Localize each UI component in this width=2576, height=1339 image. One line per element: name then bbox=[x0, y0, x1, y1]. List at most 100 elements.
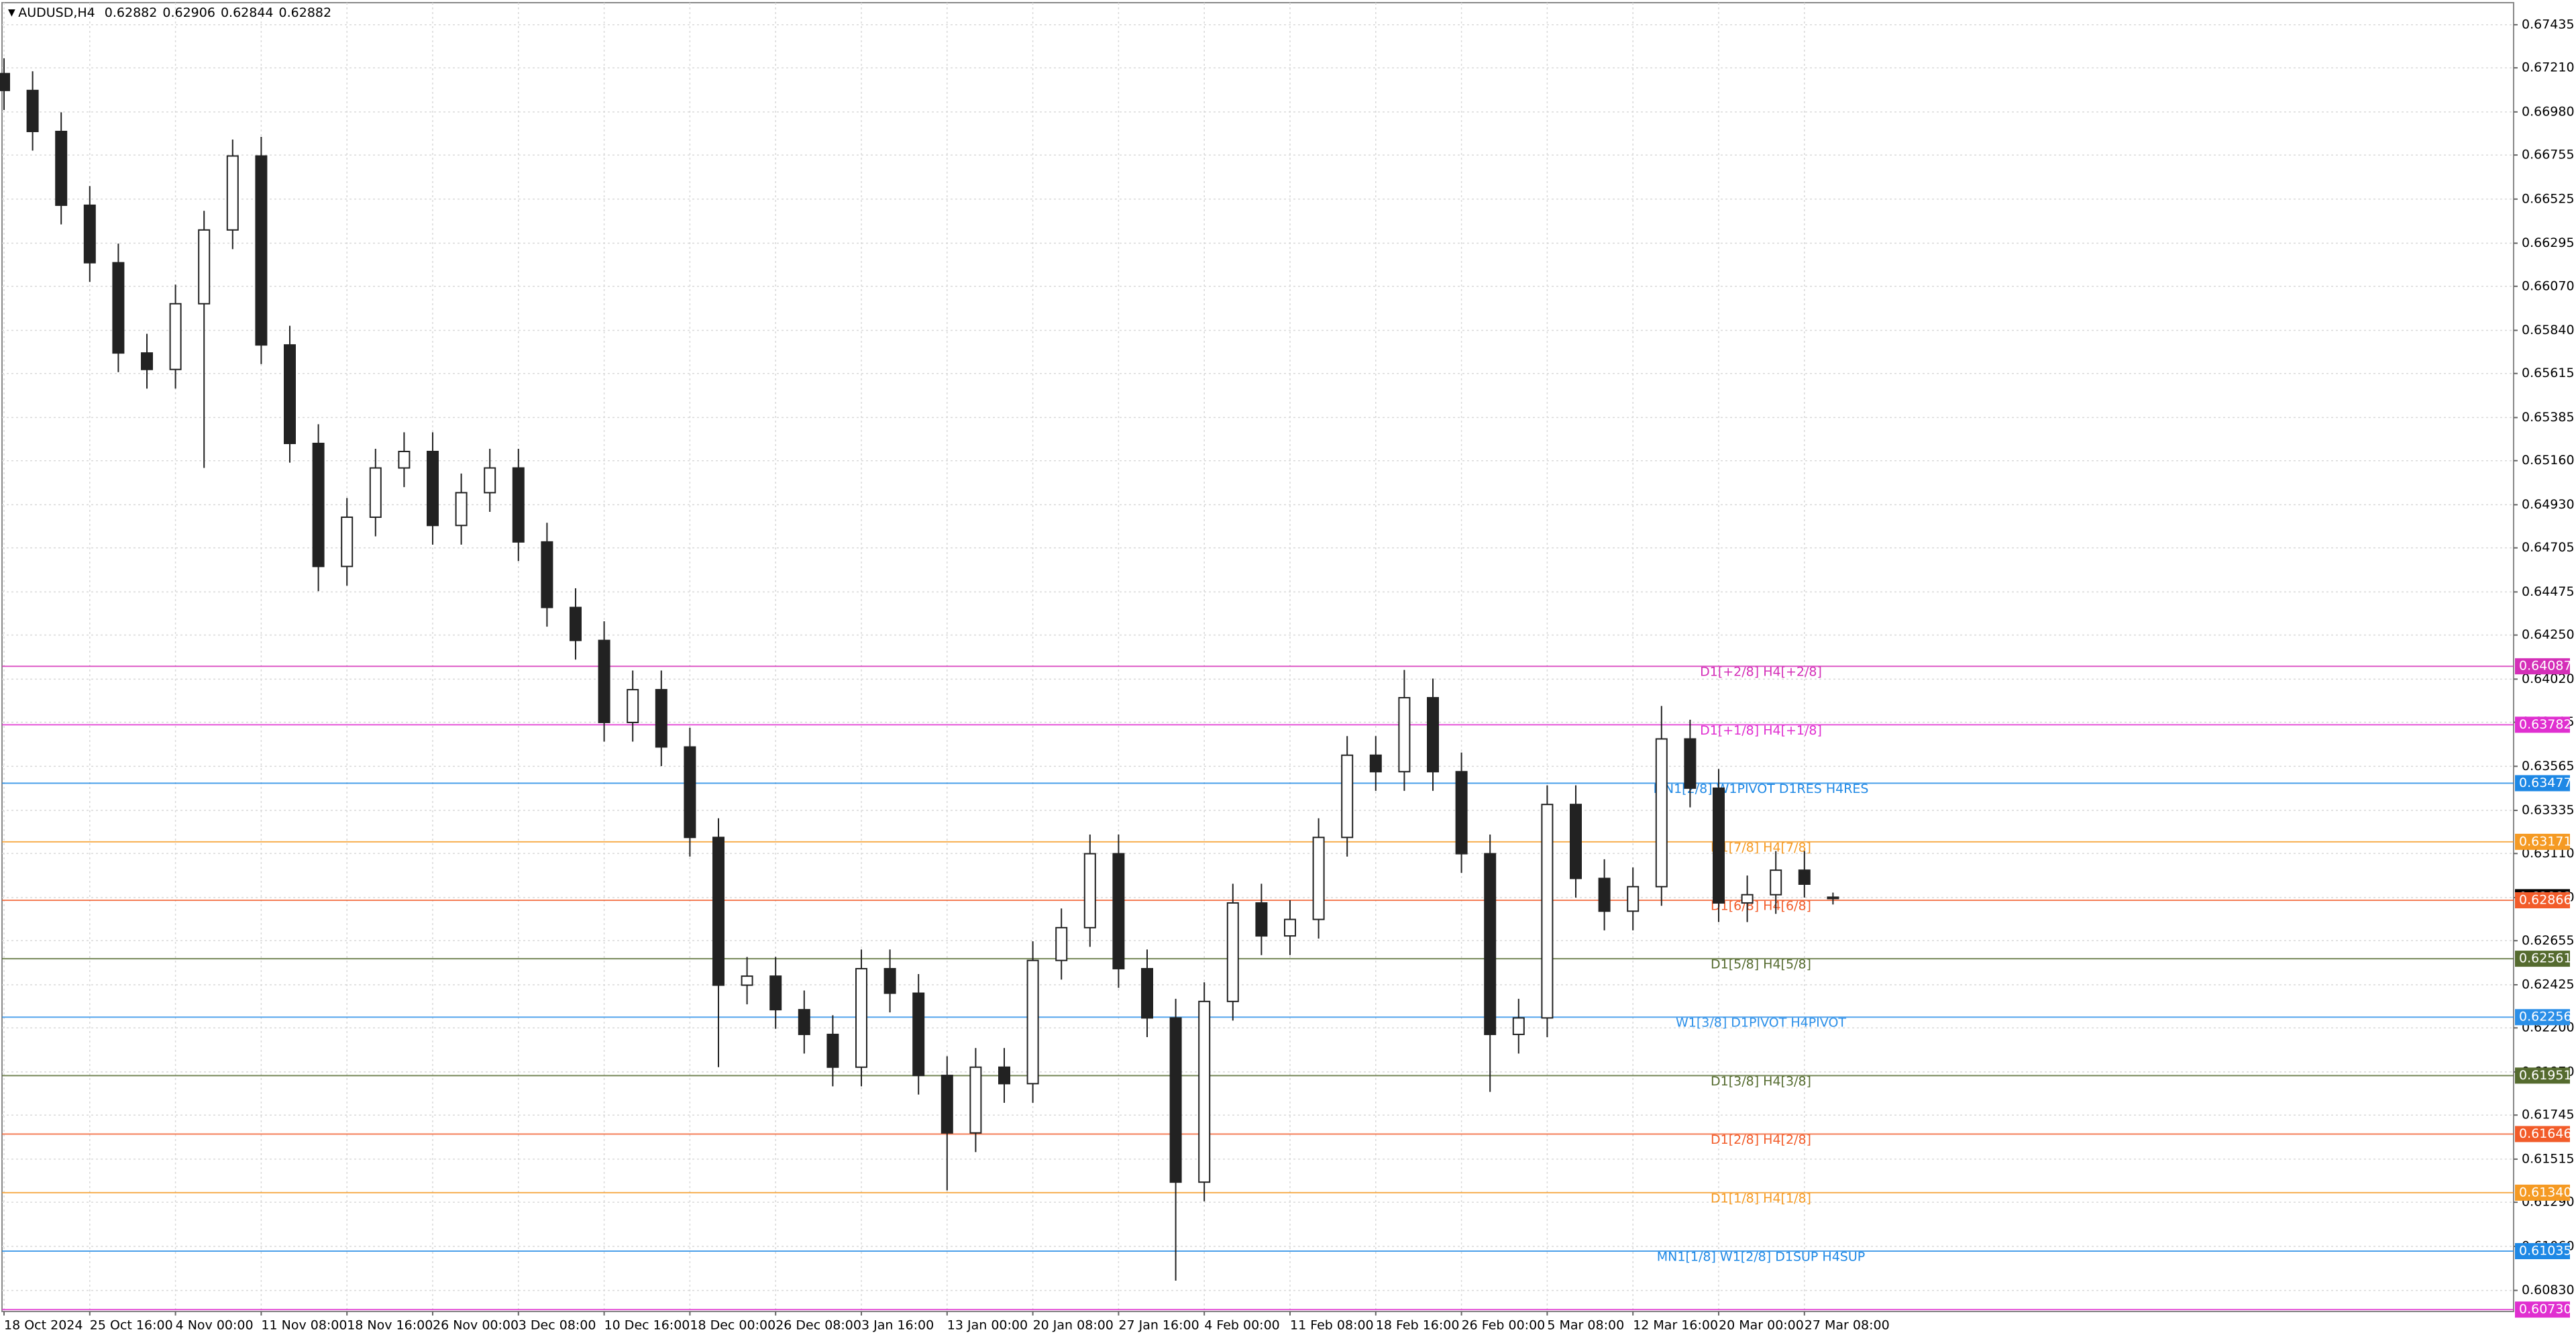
level-label: D1[2/8] H4[2/8] bbox=[1711, 1132, 1811, 1147]
x-tick-label: 4 Feb 00:00 bbox=[1204, 1318, 1280, 1333]
x-tick-label: 4 Nov 00:00 bbox=[176, 1318, 254, 1333]
candle-body bbox=[1741, 894, 1754, 904]
x-tick-label: 13 Jan 00:00 bbox=[947, 1318, 1028, 1333]
y-tick-label: 0.60830 bbox=[2522, 1283, 2575, 1297]
candle-body bbox=[598, 639, 610, 723]
y-tick-label: 0.65840 bbox=[2522, 323, 2575, 337]
level-label: D1[+1/8] H4[+1/8] bbox=[1700, 723, 1822, 738]
candle-body bbox=[1169, 1017, 1182, 1183]
candle-body bbox=[741, 975, 753, 986]
candle-body bbox=[255, 155, 268, 346]
y-tick-label: 0.63565 bbox=[2522, 759, 2575, 773]
level-price-label: 0.61340 bbox=[2519, 1185, 2572, 1199]
candle-body bbox=[455, 492, 468, 527]
candle-body bbox=[1198, 1000, 1211, 1183]
candle-body bbox=[0, 72, 10, 91]
level-label: D1[1/8] H4[1/8] bbox=[1711, 1191, 1811, 1206]
level-label: D1[6/8] H4[6/8] bbox=[1711, 898, 1811, 913]
candle-body bbox=[1141, 967, 1153, 1019]
y-tick-label: 0.64930 bbox=[2522, 497, 2575, 512]
x-tick-label: 11 Feb 08:00 bbox=[1290, 1318, 1374, 1333]
levels: D1[+2/8] H4[+2/8] D1[+1/8] H4[+1/8] MN1[2/… bbox=[2, 665, 2514, 1311]
plot-frame bbox=[1, 2, 2514, 1312]
x-tick-label: 18 Oct 2024 bbox=[4, 1318, 83, 1333]
candle-body bbox=[1798, 869, 1811, 885]
level-price-label: 0.64087 bbox=[2519, 659, 2572, 674]
candle-body bbox=[55, 130, 68, 206]
candle-body bbox=[169, 303, 182, 370]
level-price-tag bbox=[2515, 892, 2570, 908]
x-tick-label: 20 Jan 08:00 bbox=[1033, 1318, 1114, 1333]
x-tick-label: 25 Oct 16:00 bbox=[90, 1318, 173, 1333]
level-label: MN1[1/8] W1[2/8] D1SUP H4SUP bbox=[1657, 1250, 1865, 1265]
level-price-tag bbox=[2515, 1126, 2570, 1142]
candle-body bbox=[1655, 738, 1668, 888]
candle-body bbox=[1684, 738, 1697, 789]
y-tick-label: 0.64250 bbox=[2522, 627, 2575, 642]
candle-body bbox=[769, 975, 782, 1011]
level-price-label: 0.63171 bbox=[2519, 834, 2572, 849]
y-tick-label: 0.66755 bbox=[2522, 148, 2575, 162]
candle-body bbox=[1770, 869, 1782, 896]
y-tick-label: 0.62655 bbox=[2522, 933, 2575, 948]
y-tick-label: 0.66070 bbox=[2522, 278, 2575, 293]
level-label: MN1[2/8] W1PIVOT D1RES H4RES bbox=[1653, 782, 1868, 796]
level-price-tag bbox=[2515, 1243, 2570, 1260]
quote-close: 0.62882 bbox=[279, 5, 332, 20]
candle-body bbox=[312, 442, 325, 568]
x-tick-label: 12 Mar 16:00 bbox=[1633, 1318, 1718, 1333]
candle-body bbox=[1312, 837, 1325, 920]
level-price-tag bbox=[2515, 658, 2570, 675]
x-tick-label: 18 Feb 16:00 bbox=[1376, 1318, 1460, 1333]
y-tick-label: 0.66295 bbox=[2522, 235, 2575, 250]
candle-body bbox=[1512, 1017, 1525, 1035]
candle-body bbox=[1112, 853, 1125, 969]
candle-body bbox=[398, 450, 411, 469]
x-tick-label: 26 Nov 00:00 bbox=[433, 1318, 519, 1333]
x-tick-label: 18 Dec 00:00 bbox=[690, 1318, 775, 1333]
y-tick-label: 0.66525 bbox=[2522, 191, 2575, 206]
y-tick-label: 0.65385 bbox=[2522, 410, 2575, 425]
x-tick-label: 11 Nov 08:00 bbox=[261, 1318, 347, 1333]
level-label: D1[5/8] H4[5/8] bbox=[1711, 957, 1811, 972]
candle-body bbox=[512, 467, 525, 543]
level-price-tag bbox=[2515, 1184, 2570, 1201]
y-tick-label: 0.67210 bbox=[2522, 60, 2575, 75]
candle-body bbox=[1427, 697, 1439, 773]
candle-body bbox=[912, 992, 925, 1077]
quote-low: 0.62844 bbox=[221, 5, 274, 20]
level-price-label: 0.63477 bbox=[2519, 775, 2572, 790]
level-price-label: 0.62866 bbox=[2519, 892, 2572, 907]
x-tick-label: 26 Dec 08:00 bbox=[775, 1318, 861, 1333]
candle-body bbox=[826, 1033, 839, 1068]
candle-body bbox=[112, 262, 125, 354]
level-price-tag bbox=[2515, 775, 2570, 792]
level-price-label: 0.62256 bbox=[2519, 1010, 2572, 1024]
y-tick-label: 0.64705 bbox=[2522, 540, 2575, 555]
level-label: D1[+2/8] H4[+2/8] bbox=[1700, 665, 1822, 680]
y-tick-label: 0.61745 bbox=[2522, 1108, 2575, 1122]
candle-body bbox=[369, 467, 382, 518]
y-tick-label: 0.65160 bbox=[2522, 453, 2575, 468]
candle-body bbox=[1541, 804, 1554, 1019]
candle-body bbox=[1284, 918, 1296, 937]
x-tick-label: 3 Jan 16:00 bbox=[861, 1318, 934, 1333]
x-tick-label: 10 Dec 16:00 bbox=[604, 1318, 690, 1333]
quote-high: 0.62906 bbox=[162, 5, 215, 20]
level-price-tag bbox=[2515, 1067, 2570, 1084]
level-price-tag bbox=[2515, 1301, 2570, 1318]
level-price-label: 0.61646 bbox=[2519, 1126, 2572, 1141]
candle-body bbox=[941, 1075, 953, 1134]
candle-body bbox=[1341, 754, 1354, 839]
candle-body bbox=[1398, 697, 1411, 773]
candle-body bbox=[1083, 853, 1096, 928]
quote-open: 0.62882 bbox=[105, 5, 158, 20]
candle-body bbox=[883, 967, 896, 994]
level-price-label: 0.61035 bbox=[2519, 1244, 2572, 1258]
candle-body bbox=[1455, 771, 1468, 855]
x-tick-label: 27 Jan 16:00 bbox=[1118, 1318, 1199, 1333]
y-tick-label: 0.64020 bbox=[2522, 672, 2575, 686]
